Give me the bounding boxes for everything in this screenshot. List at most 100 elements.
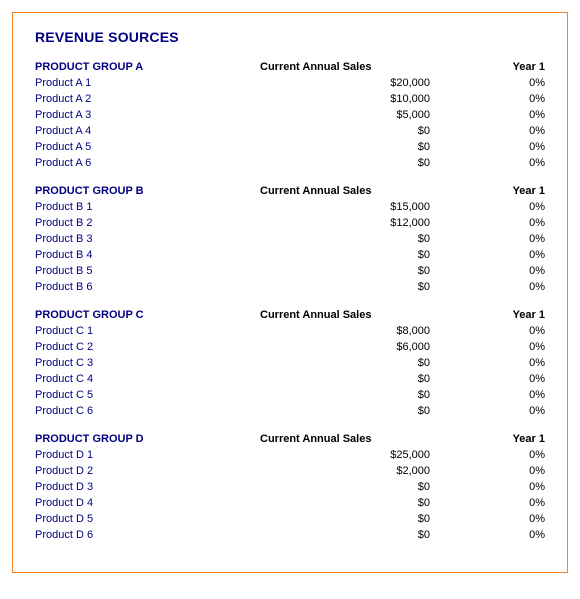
product-year1: 0%: [430, 511, 545, 527]
product-sales: $0: [240, 403, 430, 419]
product-row: Product A 6$00%: [35, 155, 545, 171]
product-sales: $6,000: [240, 339, 430, 355]
product-sales: $0: [240, 263, 430, 279]
product-sales: $0: [240, 247, 430, 263]
product-name: Product D 4: [35, 495, 240, 511]
product-row: Product A 2$10,0000%: [35, 91, 545, 107]
product-name: Product B 5: [35, 263, 240, 279]
product-year1: 0%: [430, 263, 545, 279]
product-sales: $25,000: [240, 447, 430, 463]
product-year1: 0%: [430, 215, 545, 231]
product-sales: $5,000: [240, 107, 430, 123]
product-group: PRODUCT GROUP ACurrent Annual SalesYear …: [35, 59, 545, 171]
product-sales: $0: [240, 371, 430, 387]
product-year1: 0%: [430, 479, 545, 495]
product-sales: $0: [240, 139, 430, 155]
col-header-year1: Year 1: [430, 183, 545, 199]
group-header: PRODUCT GROUP BCurrent Annual SalesYear …: [35, 183, 545, 199]
product-sales: $0: [240, 355, 430, 371]
product-year1: 0%: [430, 463, 545, 479]
product-row: Product B 2$12,0000%: [35, 215, 545, 231]
product-sales: $20,000: [240, 75, 430, 91]
product-name: Product D 5: [35, 511, 240, 527]
product-sales: $8,000: [240, 323, 430, 339]
product-name: Product A 2: [35, 91, 240, 107]
group-header: PRODUCT GROUP ACurrent Annual SalesYear …: [35, 59, 545, 75]
product-name: Product C 3: [35, 355, 240, 371]
product-row: Product D 6$00%: [35, 527, 545, 543]
product-year1: 0%: [430, 75, 545, 91]
product-sales: $10,000: [240, 91, 430, 107]
product-sales: $0: [240, 155, 430, 171]
product-row: Product B 1$15,0000%: [35, 199, 545, 215]
col-header-sales: Current Annual Sales: [240, 431, 430, 447]
col-header-sales: Current Annual Sales: [240, 183, 430, 199]
product-name: Product C 4: [35, 371, 240, 387]
product-name: Product C 6: [35, 403, 240, 419]
product-row: Product D 2$2,0000%: [35, 463, 545, 479]
col-header-sales: Current Annual Sales: [240, 307, 430, 323]
product-year1: 0%: [430, 91, 545, 107]
product-name: Product D 2: [35, 463, 240, 479]
product-row: Product C 5$00%: [35, 387, 545, 403]
product-year1: 0%: [430, 339, 545, 355]
group-name: PRODUCT GROUP D: [35, 431, 240, 447]
product-name: Product D 3: [35, 479, 240, 495]
product-name: Product A 5: [35, 139, 240, 155]
product-sales: $12,000: [240, 215, 430, 231]
product-row: Product D 5$00%: [35, 511, 545, 527]
product-name: Product A 3: [35, 107, 240, 123]
product-year1: 0%: [430, 139, 545, 155]
product-group: PRODUCT GROUP CCurrent Annual SalesYear …: [35, 307, 545, 419]
product-sales: $0: [240, 123, 430, 139]
product-year1: 0%: [430, 107, 545, 123]
groups-container: PRODUCT GROUP ACurrent Annual SalesYear …: [35, 59, 545, 543]
product-name: Product B 4: [35, 247, 240, 263]
product-year1: 0%: [430, 495, 545, 511]
product-row: Product A 3$5,0000%: [35, 107, 545, 123]
product-sales: $0: [240, 527, 430, 543]
col-header-sales: Current Annual Sales: [240, 59, 430, 75]
group-header: PRODUCT GROUP DCurrent Annual SalesYear …: [35, 431, 545, 447]
product-name: Product B 3: [35, 231, 240, 247]
product-group: PRODUCT GROUP BCurrent Annual SalesYear …: [35, 183, 545, 295]
group-header: PRODUCT GROUP CCurrent Annual SalesYear …: [35, 307, 545, 323]
product-row: Product C 1$8,0000%: [35, 323, 545, 339]
product-name: Product A 4: [35, 123, 240, 139]
product-row: Product C 4$00%: [35, 371, 545, 387]
product-name: Product B 6: [35, 279, 240, 295]
product-year1: 0%: [430, 247, 545, 263]
product-year1: 0%: [430, 231, 545, 247]
col-header-year1: Year 1: [430, 307, 545, 323]
product-name: Product B 2: [35, 215, 240, 231]
product-year1: 0%: [430, 527, 545, 543]
product-sales: $0: [240, 511, 430, 527]
product-year1: 0%: [430, 155, 545, 171]
product-row: Product B 5$00%: [35, 263, 545, 279]
product-sales: $0: [240, 231, 430, 247]
product-row: Product C 3$00%: [35, 355, 545, 371]
page-title: REVENUE SOURCES: [35, 29, 545, 45]
product-sales: $0: [240, 387, 430, 403]
product-sales: $0: [240, 279, 430, 295]
product-name: Product B 1: [35, 199, 240, 215]
product-row: Product A 4$00%: [35, 123, 545, 139]
col-header-year1: Year 1: [430, 59, 545, 75]
product-row: Product C 2$6,0000%: [35, 339, 545, 355]
product-sales: $15,000: [240, 199, 430, 215]
product-sales: $0: [240, 479, 430, 495]
product-year1: 0%: [430, 123, 545, 139]
product-row: Product D 1$25,0000%: [35, 447, 545, 463]
product-row: Product B 6$00%: [35, 279, 545, 295]
product-name: Product D 1: [35, 447, 240, 463]
product-row: Product D 3$00%: [35, 479, 545, 495]
product-sales: $0: [240, 495, 430, 511]
product-row: Product D 4$00%: [35, 495, 545, 511]
product-year1: 0%: [430, 403, 545, 419]
product-year1: 0%: [430, 387, 545, 403]
product-year1: 0%: [430, 447, 545, 463]
product-name: Product D 6: [35, 527, 240, 543]
product-row: Product A 5$00%: [35, 139, 545, 155]
col-header-year1: Year 1: [430, 431, 545, 447]
product-year1: 0%: [430, 355, 545, 371]
